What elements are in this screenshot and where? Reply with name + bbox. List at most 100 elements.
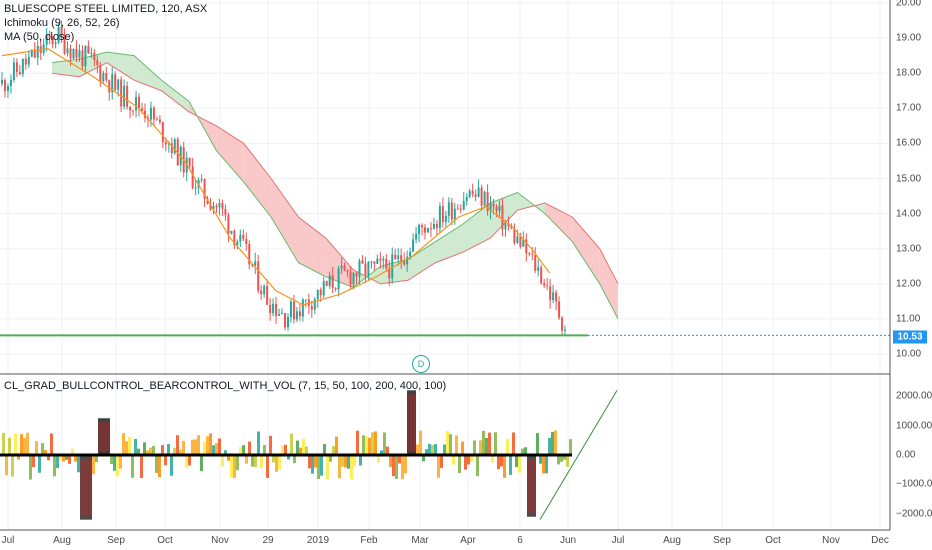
candle-body xyxy=(447,202,450,216)
candle-body xyxy=(269,304,272,314)
candle-body xyxy=(450,202,453,220)
ma-legend[interactable]: MA (50, close) xyxy=(4,31,75,43)
osc-bar xyxy=(134,438,137,455)
candle-body xyxy=(438,206,441,228)
candle-body xyxy=(9,79,12,87)
osc-bar xyxy=(368,437,371,455)
osc-bar xyxy=(569,439,572,455)
osc-bar xyxy=(554,430,557,455)
osc-bar xyxy=(344,455,347,468)
osc-bar xyxy=(29,455,32,480)
candle-body xyxy=(391,254,394,279)
osc-bar xyxy=(476,455,479,477)
osc-bar xyxy=(248,441,251,455)
osc-bar xyxy=(11,455,14,477)
dividend-marker[interactable]: D xyxy=(412,355,430,373)
candle-body xyxy=(138,96,141,109)
candle-body xyxy=(310,306,313,310)
candle-body xyxy=(525,239,528,254)
osc-bar xyxy=(185,455,188,468)
candle-body xyxy=(501,205,504,230)
candle-body xyxy=(429,228,432,230)
candle-body xyxy=(522,239,525,247)
osc-bar xyxy=(446,431,449,455)
candle-body xyxy=(126,85,129,108)
candle-body xyxy=(236,241,239,246)
osc-bar xyxy=(197,435,200,455)
osc-bar xyxy=(539,455,542,464)
osc-bar xyxy=(116,455,119,477)
candle-body xyxy=(510,226,513,229)
candle-body xyxy=(426,228,429,233)
symbol-title[interactable]: BLUESCOPE STEEL LIMITED, 120, ASX xyxy=(4,3,208,15)
osc-bar xyxy=(371,432,374,455)
osc-bar xyxy=(5,455,8,476)
candle-body xyxy=(432,223,435,229)
candle-body xyxy=(412,239,415,252)
candle-body xyxy=(24,58,27,65)
candle-body xyxy=(409,251,412,257)
candle-body xyxy=(123,85,126,107)
candle-body xyxy=(537,267,540,271)
osc-bar xyxy=(254,455,257,468)
candle-body xyxy=(292,301,295,320)
price-tick: 19.00 xyxy=(896,32,922,44)
indicator-legend[interactable]: CL_GRAD_BULLCONTROL_BEARCONTROL_WITH_VOL… xyxy=(4,380,447,392)
osc-bar xyxy=(227,455,230,461)
indicator-lines xyxy=(0,48,890,337)
candle-body xyxy=(221,203,224,209)
candle-body xyxy=(170,143,173,154)
candle-body xyxy=(286,317,289,328)
candle-body xyxy=(400,255,403,261)
candle-body xyxy=(543,283,546,286)
candle-body xyxy=(504,223,507,230)
candle-body xyxy=(215,206,218,208)
cloud-segment xyxy=(271,178,299,263)
osc-bar xyxy=(125,441,128,455)
candle-body xyxy=(495,206,498,211)
osc-bar xyxy=(443,444,446,455)
candle-body xyxy=(459,208,462,210)
osc-bar xyxy=(326,455,329,480)
candle-body xyxy=(465,197,468,201)
osc-bar xyxy=(542,455,545,474)
osc-bar xyxy=(452,455,455,465)
osc-bar xyxy=(17,455,20,460)
candle-body xyxy=(18,71,21,75)
osc-bar xyxy=(44,450,47,455)
osc-bar-core xyxy=(527,459,530,513)
ichimoku-legend[interactable]: Ichimoku (9, 26, 52, 26) xyxy=(4,17,120,29)
osc-bar xyxy=(32,455,35,468)
osc-bar xyxy=(50,433,53,455)
candle-body xyxy=(403,260,406,265)
candle-body xyxy=(111,74,114,93)
osc-bar xyxy=(302,438,305,455)
candle-body xyxy=(266,286,269,305)
candle-body xyxy=(444,215,447,222)
osc-bar xyxy=(176,435,179,455)
osc-bar xyxy=(278,455,281,470)
candle-body xyxy=(224,208,227,215)
candle-body xyxy=(441,206,444,222)
osc-bar xyxy=(449,434,452,455)
candle-body xyxy=(54,42,57,45)
osc-bar xyxy=(140,455,143,479)
osc-bar xyxy=(191,439,194,455)
candle-body xyxy=(355,272,358,277)
candle-body xyxy=(421,225,424,228)
candle-body xyxy=(239,234,242,242)
osc-bar xyxy=(308,455,311,469)
osc-bar xyxy=(164,455,167,466)
candle-body xyxy=(6,86,9,91)
candle-body xyxy=(21,58,24,75)
osc-bar xyxy=(149,447,152,455)
osc-bar xyxy=(131,455,134,478)
osc-bar xyxy=(218,438,221,455)
osc-bar xyxy=(95,455,98,463)
candle-body xyxy=(200,179,203,181)
candle-body xyxy=(3,80,6,91)
candle-body xyxy=(498,205,501,211)
candle-body xyxy=(155,119,158,121)
osc-bar xyxy=(239,447,242,455)
